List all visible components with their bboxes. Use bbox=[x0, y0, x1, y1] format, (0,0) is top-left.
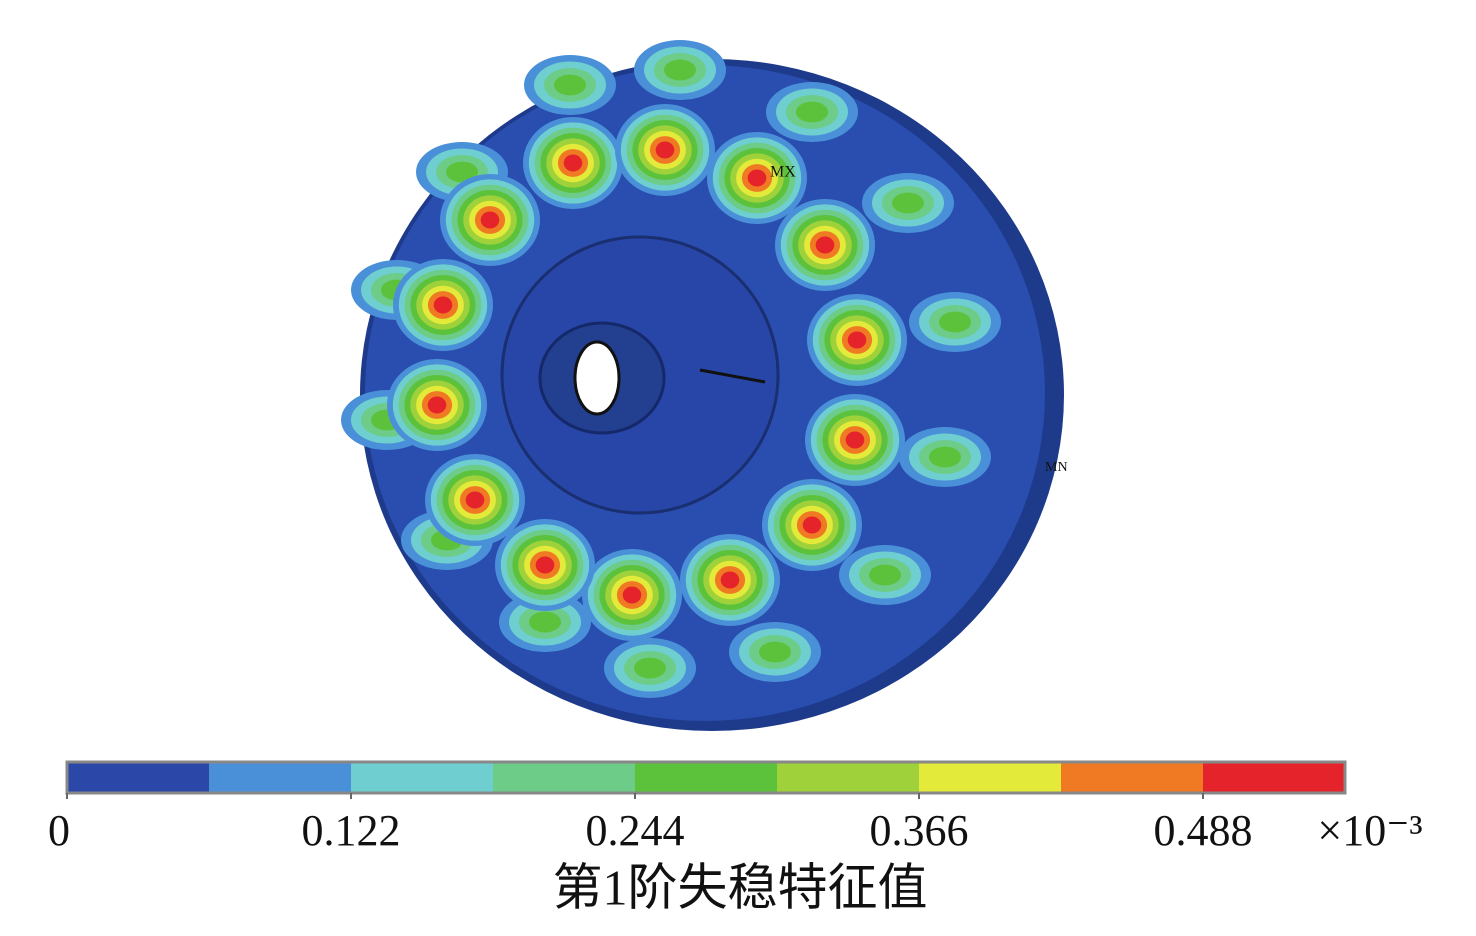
contour-band bbox=[622, 586, 642, 604]
colorbar-band bbox=[635, 762, 777, 793]
contour-blobs bbox=[341, 40, 1001, 698]
x-tick-label: 0 bbox=[48, 806, 70, 855]
contour-band bbox=[939, 311, 971, 333]
contour-band bbox=[529, 611, 561, 633]
colorbar-band bbox=[493, 762, 635, 793]
contour-band bbox=[655, 141, 675, 159]
colorbar-band bbox=[351, 762, 493, 793]
contour-band bbox=[535, 556, 555, 574]
contour-band bbox=[796, 101, 828, 123]
contour-band bbox=[845, 431, 865, 449]
contour-band bbox=[892, 192, 924, 214]
contour-band bbox=[847, 331, 867, 349]
hole bbox=[573, 340, 621, 416]
colorbar-band bbox=[209, 762, 351, 793]
axis-triad bbox=[699, 368, 766, 384]
contour-band bbox=[815, 236, 835, 254]
min-label: MN bbox=[1045, 460, 1068, 475]
contour-band bbox=[759, 641, 791, 663]
contour-band bbox=[634, 657, 666, 679]
x-tick-label: 0.244 bbox=[586, 806, 685, 855]
x-label: 第1阶失稳特征值 bbox=[553, 859, 928, 915]
contour-band bbox=[720, 571, 740, 589]
x-tick-label: 0.488 bbox=[1154, 806, 1253, 855]
axis-multiplier: ×10⁻³ bbox=[1317, 806, 1422, 855]
contour-band bbox=[747, 169, 767, 187]
colorbar-band bbox=[1061, 762, 1203, 793]
contour-band bbox=[433, 296, 453, 314]
contour-band bbox=[427, 396, 447, 414]
contour-band bbox=[664, 59, 696, 81]
contour-band bbox=[929, 446, 961, 468]
contour-band bbox=[480, 211, 500, 229]
colorbar-band bbox=[919, 762, 1061, 793]
max-label: MX bbox=[770, 164, 796, 181]
contour-band bbox=[465, 491, 485, 509]
contour-band bbox=[802, 516, 822, 534]
contour-band bbox=[563, 154, 583, 172]
x-tick-label: 0.366 bbox=[870, 806, 969, 855]
contour-band bbox=[554, 74, 586, 96]
colorbar-band bbox=[1203, 762, 1345, 793]
contour-band bbox=[446, 161, 478, 183]
colorbar: 0 0.122 0.244 0.366 0.488 bbox=[48, 760, 1347, 855]
x-tick-label: 0.122 bbox=[302, 806, 401, 855]
colorbar-band bbox=[777, 762, 919, 793]
contour-band bbox=[869, 564, 901, 586]
colorbar-band bbox=[67, 762, 209, 793]
colorbar-frame bbox=[65, 760, 1347, 795]
